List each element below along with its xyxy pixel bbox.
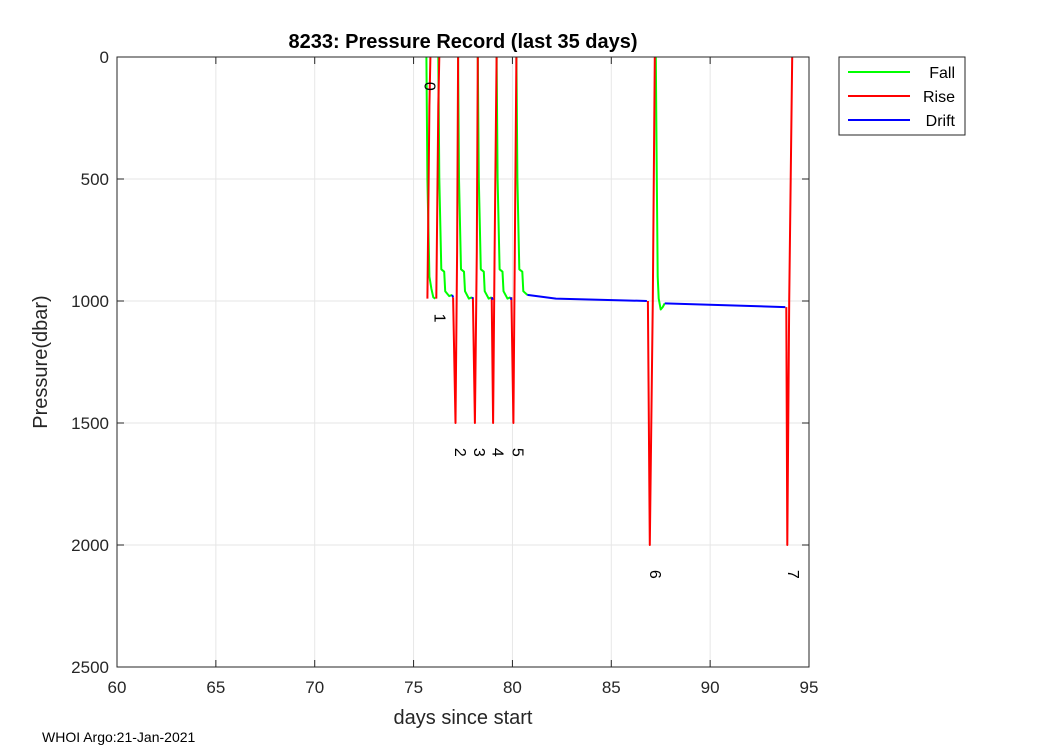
x-tick-label: 90 bbox=[701, 678, 720, 697]
x-tick-label: 95 bbox=[800, 678, 819, 697]
cycle-label: 7 bbox=[784, 570, 801, 579]
series-line-fall bbox=[437, 56, 453, 298]
cycle-label: 1 bbox=[430, 314, 447, 323]
cycle-labels: 0 1 2 3 4 5 6 7 bbox=[420, 82, 801, 579]
y-axis-title: Pressure(dbar) bbox=[30, 295, 52, 428]
series-line-drift bbox=[471, 296, 474, 300]
cycle-label: 0 bbox=[420, 82, 437, 91]
footer-credit: WHOI Argo:21-Jan-2021 bbox=[42, 729, 196, 745]
series-line-drift bbox=[509, 296, 513, 301]
y-tick-label: 2500 bbox=[71, 658, 109, 677]
series-layer bbox=[425, 56, 794, 546]
cycle-label: 5 bbox=[508, 448, 525, 457]
series-line-rise bbox=[435, 56, 441, 299]
series-line-fall bbox=[515, 56, 528, 296]
x-tick-label: 85 bbox=[602, 678, 621, 697]
cycle-label: 2 bbox=[451, 448, 468, 457]
legend-label-rise: Rise bbox=[923, 89, 955, 106]
x-tick-label: 65 bbox=[206, 678, 225, 697]
x-axis-title: days since start bbox=[394, 707, 533, 729]
y-tick-label: 2000 bbox=[71, 536, 109, 555]
x-tick-label: 70 bbox=[305, 678, 324, 697]
series-line-rise bbox=[490, 56, 498, 424]
plot-area-border bbox=[116, 56, 810, 668]
series-line-drift bbox=[490, 296, 494, 301]
cycle-label: 6 bbox=[646, 570, 663, 579]
series-line-drift bbox=[451, 294, 455, 298]
series-line-fall bbox=[654, 56, 666, 311]
cycle-label: 3 bbox=[470, 448, 487, 457]
series-line-drift bbox=[664, 302, 786, 309]
x-tick-label: 75 bbox=[404, 678, 423, 697]
y-tick-label: 500 bbox=[81, 170, 109, 189]
legend-label-fall: Fall bbox=[929, 65, 955, 82]
y-tick-label: 1000 bbox=[71, 292, 109, 311]
series-line-rise bbox=[452, 56, 460, 424]
series-line-rise bbox=[471, 56, 479, 424]
cycle-label: 4 bbox=[489, 448, 506, 457]
plot-area-background bbox=[117, 57, 809, 667]
series-line-rise bbox=[785, 56, 794, 546]
series-line-fall bbox=[425, 56, 436, 300]
series-line-fall bbox=[476, 56, 493, 300]
series-line-fall bbox=[495, 56, 511, 300]
series-line-rise bbox=[646, 56, 656, 546]
chart-title: 8233: Pressure Record (last 35 days) bbox=[288, 31, 637, 53]
series-line-rise bbox=[510, 56, 518, 424]
y-tick-label: 0 bbox=[100, 48, 109, 67]
series-line-rise bbox=[426, 56, 432, 299]
legend-label-drift: Drift bbox=[926, 113, 956, 130]
legend: Fall Rise Drift bbox=[838, 56, 966, 136]
grid-lines bbox=[117, 57, 809, 667]
x-tick-label: 60 bbox=[108, 678, 127, 697]
y-tick-label: 1500 bbox=[71, 414, 109, 433]
series-line-drift bbox=[527, 293, 647, 302]
x-tick-label: 80 bbox=[503, 678, 522, 697]
series-line-fall bbox=[457, 56, 473, 300]
